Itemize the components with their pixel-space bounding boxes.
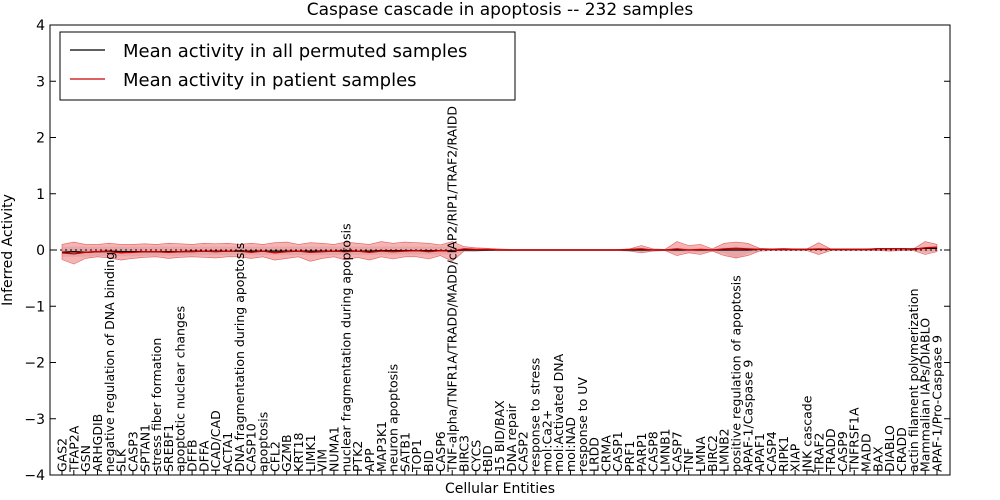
y-tick-label: 1 xyxy=(36,187,45,203)
x-tick-label: CRMA xyxy=(598,435,613,472)
x-tick-label: ACTA1 xyxy=(220,432,235,472)
x-tick-label: CASP7 xyxy=(669,431,684,472)
x-tick-label: neuron apoptosis xyxy=(386,364,401,472)
x-tick-label: PTK2 xyxy=(350,441,365,472)
x-tick-label: CASP6 xyxy=(433,431,448,472)
legend-label-permuted: Mean activity in all permuted samples xyxy=(123,41,467,62)
confidence-bands xyxy=(61,241,938,265)
x-tick-label: CASP4 xyxy=(764,431,779,472)
x-tick-label: stress fiber formation xyxy=(149,338,164,472)
x-tick-label: SLK xyxy=(114,448,129,472)
y-tick-label: −4 xyxy=(24,468,45,484)
chart-title: Caspase cascade in apoptosis -- 232 samp… xyxy=(307,0,694,20)
y-tick-label: −3 xyxy=(24,412,45,428)
x-tick-label: ICAD/CAD xyxy=(208,410,223,472)
legend: Mean activity in all permuted samples Me… xyxy=(59,31,516,101)
x-tick-label: DNA fragmentation during apoptosis xyxy=(232,243,247,472)
y-tick-label: 4 xyxy=(36,18,45,34)
x-tick-label: CASP2 xyxy=(516,431,531,472)
x-tick-label: CASP8 xyxy=(646,431,661,472)
x-tick-label: mol:Ca2+ xyxy=(539,410,554,472)
x-tick-label: CASP10 xyxy=(244,423,259,472)
x-tick-label: CASP1 xyxy=(610,431,625,472)
x-tick-label: LRDD xyxy=(587,437,602,472)
x-tick-label: APAF1 xyxy=(752,433,767,472)
y-tick-label: −2 xyxy=(24,356,45,372)
x-tick-label: VIM xyxy=(315,449,330,472)
x-tick-label: 15 BID/BAX xyxy=(492,400,507,472)
x-tick-label: BIRC3 xyxy=(457,435,472,472)
y-axis-ticks: −4 −3 −2 −1 0 1 2 3 4 xyxy=(24,18,950,484)
x-tick-label: tBID xyxy=(480,445,495,472)
y-tick-label: −1 xyxy=(24,299,45,315)
legend-box xyxy=(59,31,516,101)
x-tick-label: RIPK1 xyxy=(776,436,791,472)
x-tick-label: TNF-alpha/TNFR1A/TRADD/MADD/cIAP2/RIP1/T… xyxy=(445,106,460,473)
x-tick-label: DFFA xyxy=(196,440,211,472)
x-tick-label: TFAP2A xyxy=(66,425,81,473)
x-tick-label: SPTAN1 xyxy=(137,424,152,472)
x-tick-label: DNA repair xyxy=(504,403,519,472)
x-tick-label: SREBF1 xyxy=(161,424,176,472)
x-tick-label: APAF-1/Pro-Caspase 9 xyxy=(930,335,945,472)
x-tick-label: mol:NAD xyxy=(563,417,578,472)
x-tick-label: PARP1 xyxy=(634,433,649,472)
patient-band xyxy=(61,241,938,265)
x-tick-label: CRADD xyxy=(894,427,909,472)
x-tick-label: GZMB xyxy=(279,434,294,472)
x-tick-label: MADD xyxy=(859,433,874,472)
x-tick-label: GSN xyxy=(78,445,93,472)
x-tick-label: CYCS xyxy=(468,440,483,472)
x-tick-label: TNF xyxy=(681,448,696,473)
x-tick-label: CFL2 xyxy=(267,441,282,472)
x-tick-label: mol:Activated DNA xyxy=(551,353,566,472)
x-tick-label: APP xyxy=(362,448,377,472)
x-tick-label: KRT18 xyxy=(291,432,306,472)
x-tick-label: SATB1 xyxy=(397,432,412,472)
y-axis-label: Inferred Activity xyxy=(0,194,16,306)
x-tick-label: negative regulation of DNA binding xyxy=(102,252,117,472)
x-tick-label: LIMK1 xyxy=(303,434,318,472)
x-tick-label: response to stress xyxy=(528,358,543,472)
x-tick-label: apoptotic nuclear changes xyxy=(173,306,188,472)
x-tick-label: TNFRSF1A xyxy=(847,407,862,473)
x-tick-label: CASP3 xyxy=(125,431,140,472)
x-tick-label: TRADD xyxy=(823,428,838,473)
legend-label-patient: Mean activity in patient samples xyxy=(123,70,417,91)
x-tick-label: LMNB1 xyxy=(658,428,673,472)
x-tick-label: DIABLO xyxy=(882,425,897,472)
x-tick-label: Mammalian IAPs/DIABLO xyxy=(918,318,933,472)
x-tick-label: nuclear fragmentation during apoptosis xyxy=(338,223,353,472)
x-tick-label: TRAF2 xyxy=(811,432,826,473)
x-tick-label: GAS2 xyxy=(55,438,70,472)
x-tick-label: BIRC2 xyxy=(705,435,720,472)
y-tick-label: 2 xyxy=(36,131,45,147)
y-tick-label: 0 xyxy=(36,243,45,259)
x-tick-label: DFFB xyxy=(185,439,200,472)
x-tick-label: LMNB2 xyxy=(717,428,732,472)
x-tick-label: TOP1 xyxy=(409,439,424,473)
x-tick-label: CASP9 xyxy=(835,431,850,472)
series-line-patient xyxy=(61,246,938,255)
x-tick-label: PRF1 xyxy=(622,441,637,472)
x-axis-label: Cellular Entities xyxy=(445,481,555,497)
x-tick-label: apoptosis xyxy=(256,412,271,472)
y-tick-label: 3 xyxy=(36,74,45,90)
x-tick-label: ARHGDIB xyxy=(90,414,105,472)
series-lines xyxy=(50,246,950,255)
x-tick-label: actin filament polymerization xyxy=(906,288,921,472)
x-tick-label: BAX xyxy=(870,446,885,472)
x-tick-label: LMNA xyxy=(693,436,708,472)
x-tick-label: response to UV xyxy=(575,377,590,472)
x-tick-label: APAF-1/Caspase 9 xyxy=(740,360,755,472)
x-tick-label: NUMA1 xyxy=(327,426,342,472)
x-tick-label: JNK cascade xyxy=(799,395,814,473)
x-tick-label: MAP3K1 xyxy=(374,421,389,472)
x-tick-label: positive regulation of apoptosis xyxy=(729,275,744,472)
x-tick-label: BID xyxy=(421,450,436,472)
x-tick-label: XIAP xyxy=(788,443,803,472)
